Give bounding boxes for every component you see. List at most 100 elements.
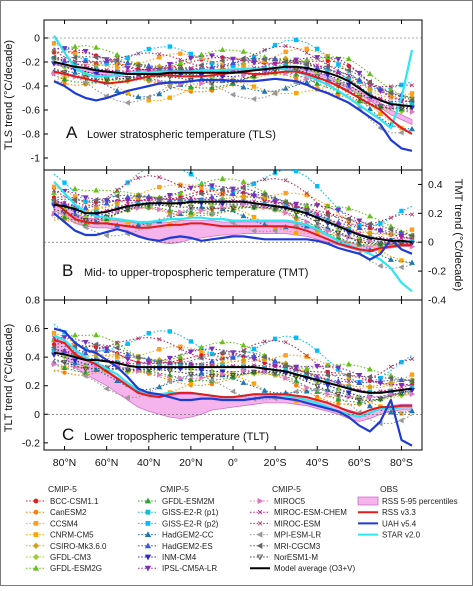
panel-2-model-19-point <box>398 390 405 397</box>
panel-0-model-17-point <box>124 99 130 106</box>
panel-2-model-19-point <box>230 373 236 379</box>
panel-0-model-5-point <box>335 77 342 84</box>
panel-0-model-line-12 <box>53 63 413 109</box>
panel-1-model-16-point <box>346 221 351 226</box>
panel-0-model-7-point <box>208 84 215 90</box>
panel-0-model-6-point <box>366 70 373 77</box>
panel-1-model-16-point <box>283 178 288 183</box>
panel-2-model-13-point <box>398 382 405 389</box>
panel-1-model-6-point <box>366 213 373 219</box>
x-tick-label: 60°S <box>348 457 371 469</box>
legend-swatch-marker <box>256 554 264 561</box>
panel-0-model-18-point <box>177 65 183 72</box>
panel-1-model-11-point <box>82 204 89 210</box>
panel-a-title: Lower stratospheric temperature (TLS) <box>87 129 276 141</box>
panel-1-model-16-point <box>157 175 162 180</box>
panel-1-model-18-point <box>114 192 120 199</box>
x-tick-label: 80°S <box>390 457 413 469</box>
panel-0-model-10-point <box>409 125 415 132</box>
panel-1-model-14-point <box>325 228 331 235</box>
panel-1-model-14-point <box>241 201 247 208</box>
panel-2-model-13-point <box>335 365 342 371</box>
panel-0-model-19-point <box>124 76 131 82</box>
panel-1-model-19-point <box>251 204 258 211</box>
panel-0-model-9-point <box>125 55 130 61</box>
panel-2-model-19-point <box>166 368 173 374</box>
panel-1-series-2 <box>53 212 413 261</box>
panel-0-model-11-point <box>145 62 152 69</box>
panel-a-letter: A <box>66 123 78 142</box>
panel-1-model-13-point <box>208 183 215 189</box>
panel-2-model-1-point <box>336 401 341 406</box>
panel-0-model-14-point <box>199 80 205 87</box>
panel-2-model-10-point <box>387 409 394 415</box>
panel-2-model-6-point <box>177 353 184 359</box>
panel-0-model-2-point <box>283 49 288 54</box>
x-tick-label: 40°N <box>137 457 160 469</box>
legend-swatch-marker <box>257 509 263 515</box>
panel-2-model-16-point <box>136 336 141 341</box>
panel-1-model-14-point <box>157 206 163 213</box>
panel-0-model-6-point <box>219 46 226 53</box>
panel-0-model-1-point <box>293 76 299 81</box>
panel-1-model-18-point <box>240 185 246 192</box>
panel-1-model-17-point <box>293 222 299 229</box>
panel-0-model-16-point <box>157 52 162 57</box>
panel-1-model-5-point <box>208 201 215 208</box>
panel-0-model-17-point <box>250 95 257 102</box>
panel-1-model-13-point <box>166 192 173 199</box>
panel-0-model-14-point <box>409 108 416 115</box>
legend-swatch-marker <box>144 531 152 537</box>
panel-0-model-9-point <box>315 46 320 52</box>
panel-0-model-14-point <box>241 72 247 79</box>
panel-0-model-13-point <box>356 70 363 77</box>
panel-1-model-17-point <box>398 264 404 271</box>
legend-label: GFDL-CM3 <box>50 553 91 562</box>
panel-2-model-13-point <box>377 380 384 387</box>
panel-0-model-17-point <box>272 90 278 97</box>
panel-1-model-17-point <box>166 212 173 219</box>
panel-1-model-17-point <box>145 222 151 229</box>
panel-0-model-line-15 <box>53 56 413 103</box>
panel-1-model-18-point <box>219 186 225 193</box>
panel-2-model-17-point <box>166 378 173 385</box>
legend-label: HadGEM2-CC <box>162 531 214 540</box>
panel-0-model-2-point <box>304 46 309 52</box>
panel-b: 0.4 0.2 0 -0.2 -0.4 B Mid- to upper-troposph… <box>43 169 464 307</box>
panel-2-model-13-point <box>82 339 89 346</box>
panel-1-model-line-2 <box>53 184 413 236</box>
panel-0-model-10-point <box>156 90 163 97</box>
panel-0-model-13-point <box>187 55 194 62</box>
panel-0-model-16-point <box>136 51 141 56</box>
panel-2-model-9-point <box>167 329 173 334</box>
panel-1-model-16-point <box>220 191 225 196</box>
panel-1-ytick-label: 0.4 <box>428 179 443 191</box>
legend-label: BCC-CSM1.1 <box>50 497 99 506</box>
panel-1-model-6-point <box>51 189 57 195</box>
panel-0-model-18-point <box>282 58 288 65</box>
panel-0-model-16-point <box>409 83 415 88</box>
panel-2-model-15-point <box>62 348 67 354</box>
panel-1-model-19-point <box>166 203 173 210</box>
panel-1-clipped <box>44 170 422 293</box>
legend-heading: CMIP-5 <box>48 484 77 494</box>
panel-2-model-13-point <box>356 373 363 379</box>
panel-2-model-9-point <box>146 331 151 336</box>
panel-2-model-12-point <box>219 369 226 375</box>
panel-2-model-6-point <box>345 361 352 367</box>
panel-0-model-7-point <box>187 83 194 90</box>
panel-1-model-line-18 <box>53 187 413 237</box>
legend-label: MRI-CGCM3 <box>274 542 321 551</box>
panel-2-ytick-label: 0 <box>34 409 40 421</box>
legend-swatch-marker <box>257 497 264 505</box>
panel-1-model-9-point <box>399 208 404 214</box>
panel-1-model-18-point <box>198 190 204 197</box>
panel-1-model-2-point <box>157 184 162 190</box>
panel-0-model-line-18 <box>53 55 413 101</box>
panel-2-model-15-point <box>294 367 299 372</box>
panel-1-model-2-point <box>409 227 415 232</box>
panel-0-model-9-point <box>188 51 194 57</box>
panel-2-model-9-point <box>251 346 257 352</box>
panel-0-model-11-point <box>124 59 131 65</box>
panel-1-model-10-point <box>409 259 415 265</box>
